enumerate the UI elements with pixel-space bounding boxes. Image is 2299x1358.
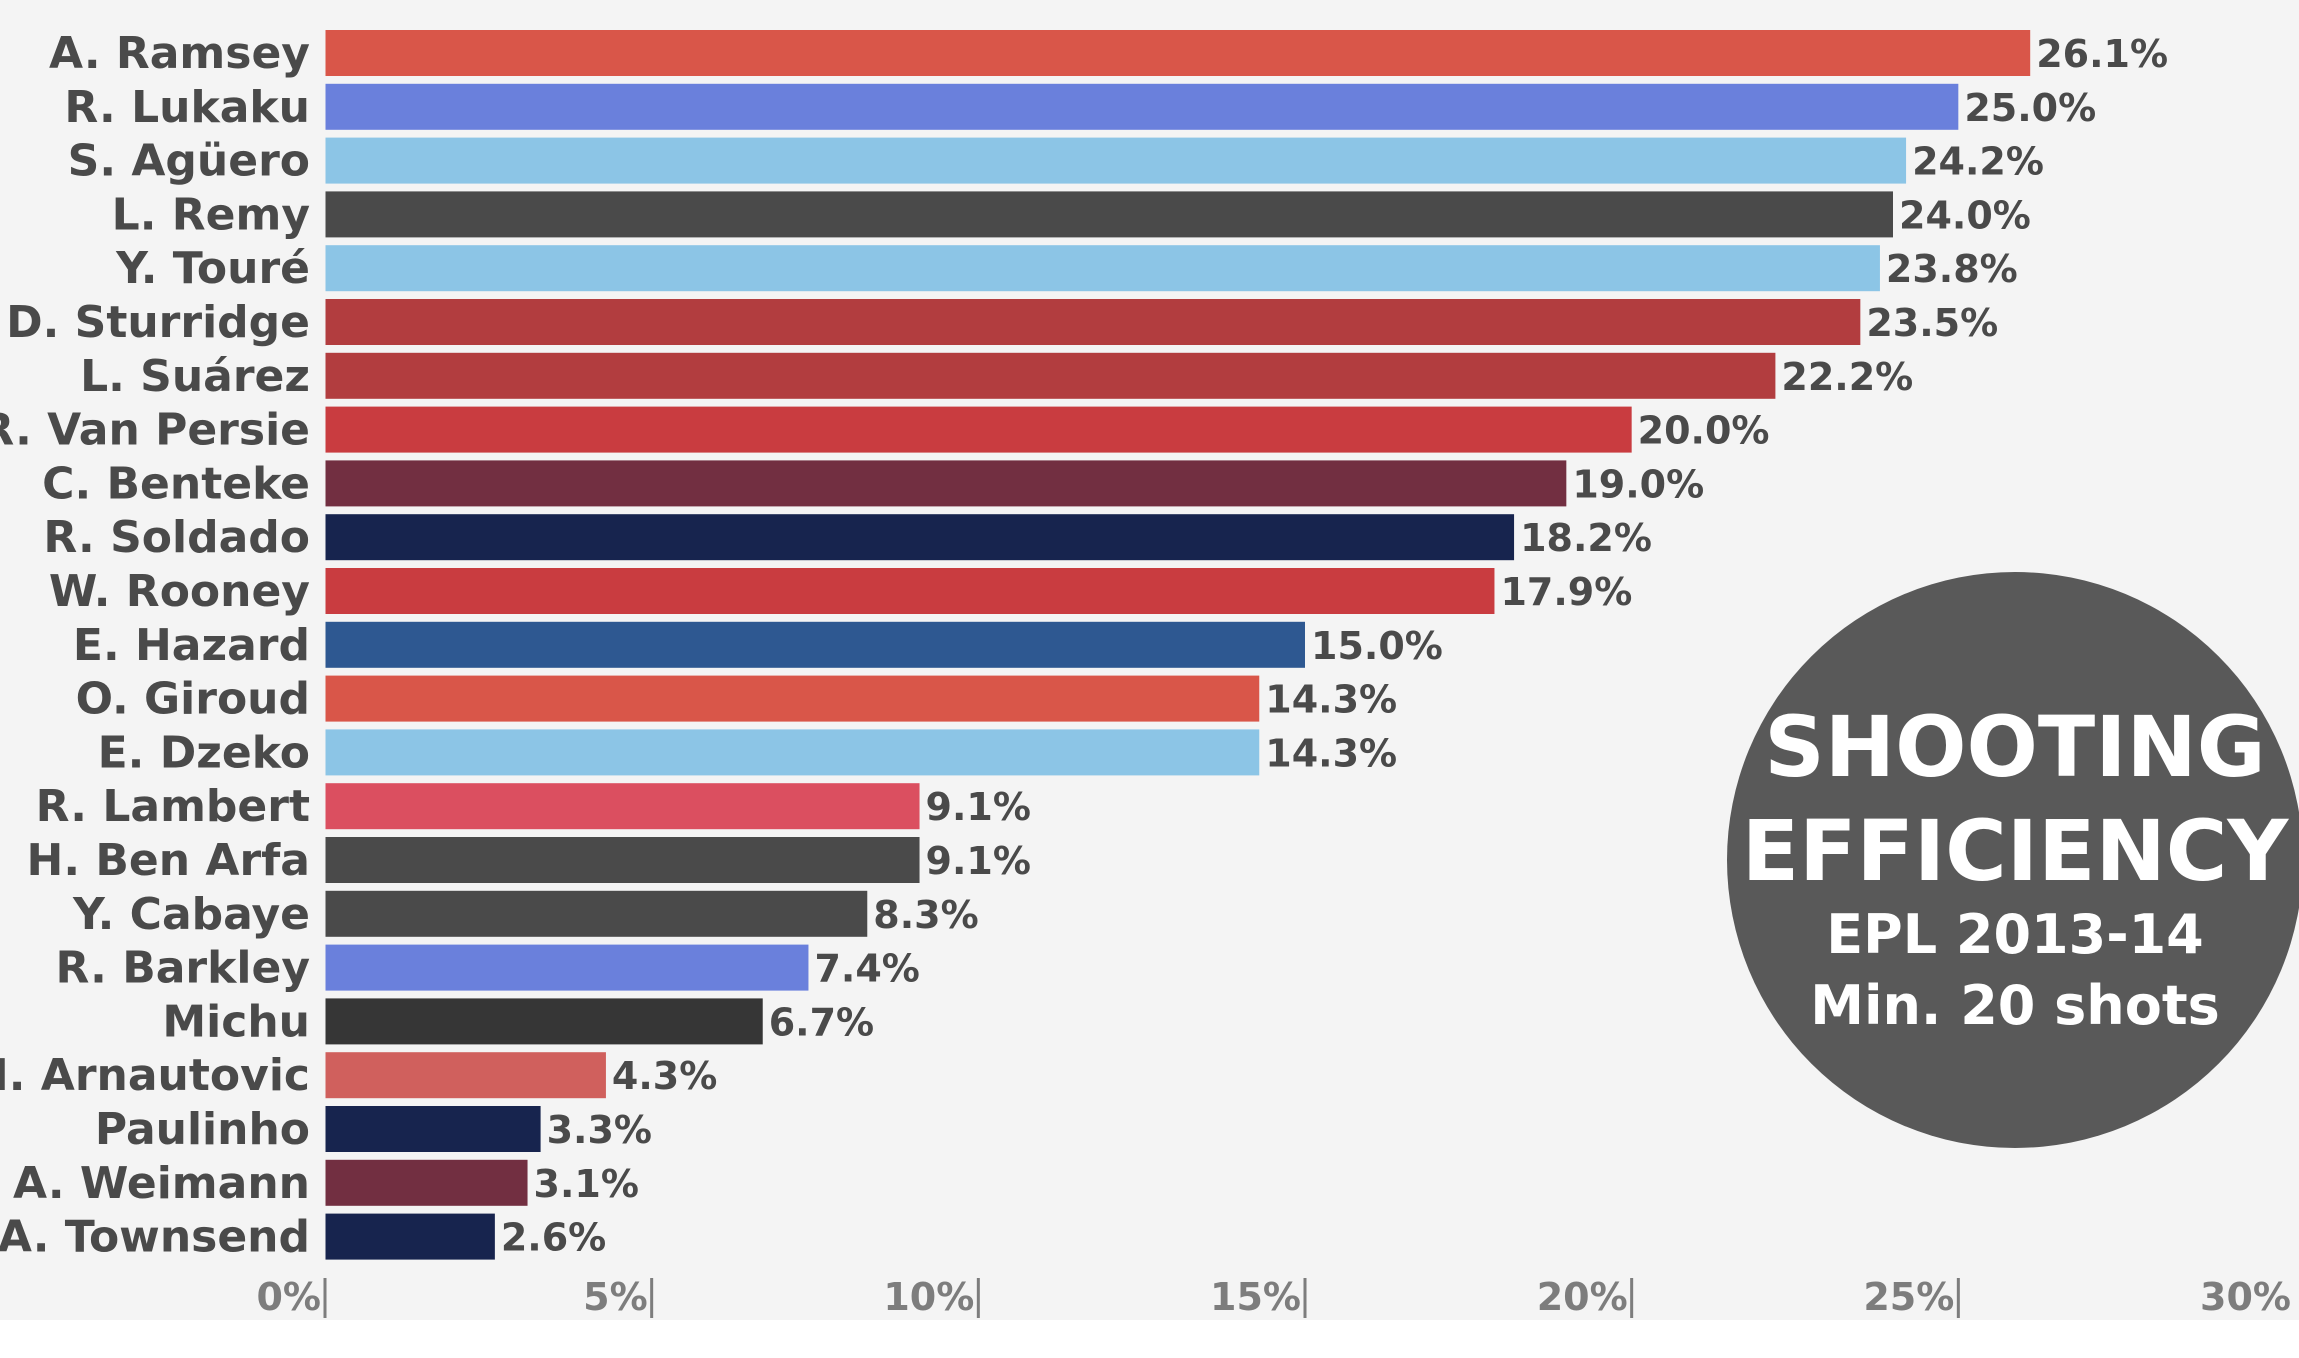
bar <box>325 137 1907 184</box>
player-label: R. Lukaku <box>64 82 310 133</box>
bar <box>325 1213 495 1260</box>
bars-group: A. Ramsey 26.1% R. Lukaku 25.0% S. Agüero 24.… <box>0 28 2168 1263</box>
player-label: E. Dzeko <box>98 727 310 778</box>
value-label: 15.0% <box>1311 624 1443 668</box>
player-label: R. Lambert <box>36 781 310 832</box>
bar <box>325 729 1260 776</box>
value-label: 17.9% <box>1500 570 1632 614</box>
title-line-2: EFFICIENCY <box>1742 802 2290 900</box>
bar <box>325 675 1260 722</box>
x-tick-label: 20% <box>1537 1275 1628 1319</box>
value-label: 2.6% <box>501 1216 606 1260</box>
subtitle-season: EPL 2013-14 <box>1826 903 2204 966</box>
bar <box>325 245 1880 292</box>
value-label: 19.0% <box>1572 462 1704 506</box>
value-label: 14.3% <box>1265 731 1397 775</box>
value-label: 24.2% <box>1912 140 2044 184</box>
bar <box>325 1159 528 1206</box>
player-label: A. Ramsey <box>49 28 310 79</box>
player-label: H. Ben Arfa <box>27 835 310 886</box>
bar <box>325 352 1776 399</box>
x-tick-label: 10% <box>883 1275 974 1319</box>
player-label: M. Arnautovic <box>0 1050 310 1101</box>
value-label: 3.1% <box>534 1162 639 1206</box>
bar <box>325 621 1305 668</box>
value-label: 9.1% <box>926 785 1031 829</box>
bar <box>325 783 920 830</box>
player-label: Michu <box>162 996 310 1047</box>
player-label: Paulinho <box>95 1104 310 1155</box>
value-label: 23.5% <box>1866 301 1998 345</box>
title-line-1: SHOOTING <box>1764 698 2265 796</box>
player-label: L. Suárez <box>80 351 310 402</box>
value-label: 22.2% <box>1781 355 1913 399</box>
value-label: 23.8% <box>1886 247 2018 291</box>
chart-area: A. Ramsey 26.1% R. Lukaku 25.0% S. Agüero 24.… <box>0 0 2299 1320</box>
value-label: 6.7% <box>769 1000 874 1044</box>
x-tick-label: 15% <box>1210 1275 1301 1319</box>
player-label: W. Rooney <box>49 566 310 617</box>
x-tick-label: 0% <box>256 1275 321 1319</box>
player-label: Y. Cabaye <box>72 889 310 940</box>
bar <box>325 191 1893 238</box>
bar <box>325 568 1495 614</box>
value-label: 7.4% <box>814 947 919 991</box>
bar <box>325 83 1959 130</box>
bar <box>325 299 1861 345</box>
player-label: R. Van Persie <box>0 405 310 456</box>
bar <box>325 460 1567 507</box>
bar-chart: A. Ramsey 26.1% R. Lukaku 25.0% S. Agüero 24.… <box>0 15 2299 1319</box>
x-tick-label: 25% <box>1863 1275 1954 1319</box>
player-label: L. Remy <box>112 189 310 240</box>
value-label: 26.1% <box>2036 32 2168 76</box>
player-label: S. Agüero <box>68 136 310 187</box>
player-label: R. Barkley <box>55 943 310 994</box>
player-label: E. Hazard <box>73 620 310 671</box>
player-label: A. Weimann <box>13 1158 310 1209</box>
player-label: O. Giroud <box>76 674 310 725</box>
value-label: 14.3% <box>1265 678 1397 722</box>
bar <box>325 30 2031 76</box>
value-label: 9.1% <box>926 839 1031 883</box>
player-label: D. Sturridge <box>6 297 310 348</box>
player-label: C. Benteke <box>42 458 310 509</box>
bar <box>325 514 1515 561</box>
player-label: Y. Touré <box>115 243 310 294</box>
x-axis: 0% 5% 10% 15% 20% 25% 30% <box>256 15 2291 1319</box>
value-label: 3.3% <box>547 1108 652 1152</box>
bar <box>325 406 1632 453</box>
player-label: A. Townsend <box>0 1212 310 1263</box>
value-label: 20.0% <box>1638 409 1770 453</box>
subtitle-min-shots: Min. 20 shots <box>1810 974 2220 1037</box>
value-label: 18.2% <box>1520 516 1652 560</box>
bar <box>325 890 868 937</box>
title-badge: SHOOTING EFFICIENCY EPL 2013-14 Min. 20 … <box>1727 572 2299 1148</box>
x-tick-label: 5% <box>583 1275 648 1319</box>
x-tick-label: 30% <box>2200 1275 2291 1319</box>
bar <box>325 837 920 883</box>
value-label: 25.0% <box>1964 86 2096 130</box>
title-badge-circle <box>1727 572 2299 1148</box>
bar <box>325 1052 606 1099</box>
value-label: 4.3% <box>612 1054 717 1098</box>
bar <box>325 1106 541 1152</box>
bar <box>325 998 763 1045</box>
value-label: 8.3% <box>873 893 978 937</box>
bar <box>325 944 809 991</box>
value-label: 24.0% <box>1899 193 2031 237</box>
player-label: R. Soldado <box>43 512 310 563</box>
